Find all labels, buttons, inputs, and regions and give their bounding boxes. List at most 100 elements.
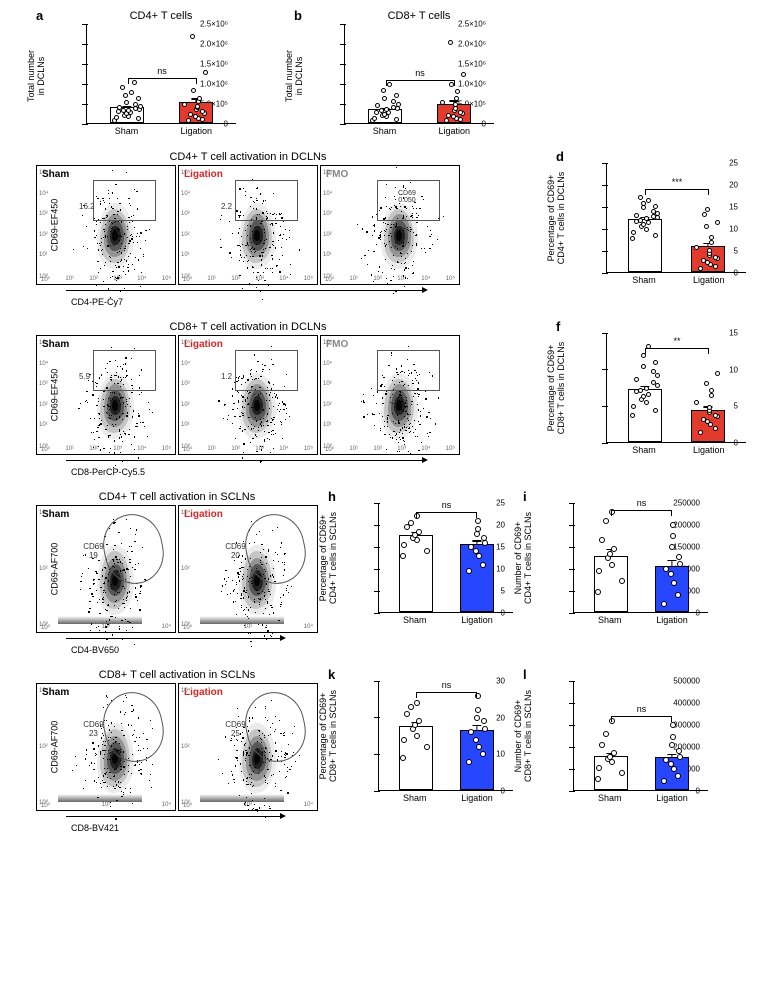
gate-value: 1.2 (221, 372, 232, 381)
data-point (408, 520, 414, 526)
data-point (596, 568, 602, 574)
x-category-label: Ligation (439, 126, 469, 136)
significance-bracket (611, 510, 673, 516)
data-point (416, 718, 422, 724)
data-point (670, 522, 676, 528)
data-point (661, 778, 667, 784)
data-point (475, 707, 481, 713)
flow-plot: Ligation10⁵10⁴10³10²10¹10⁰10⁰10¹10²10³10… (178, 165, 318, 285)
flow-plot: Ligation10⁵10⁴10³10²10¹10⁰10⁰10¹10²10³10… (178, 335, 318, 455)
flow-e: CD8+ T cell activation in DCLNsSham10⁵10… (36, 321, 460, 477)
gate-rect (235, 180, 298, 221)
data-point (646, 392, 651, 397)
panel-k: k 0102030nsShamLigationPercentage of CD6… (330, 669, 513, 833)
data-point (482, 726, 488, 732)
barchart-b: CD8+ T cells05.0×10⁵1.0×10⁶1.5×10⁶2.0×10… (296, 10, 494, 137)
data-point (713, 255, 718, 260)
data-point (400, 755, 406, 761)
data-point (372, 116, 377, 121)
data-point (126, 108, 131, 113)
data-point (191, 88, 196, 93)
plot-area: 0510152025ns (378, 503, 513, 613)
panel-f: f 051015**ShamLigationPercentage of CD69… (558, 321, 756, 477)
data-point (466, 759, 472, 765)
significance-bracket (416, 692, 478, 698)
data-point (634, 213, 639, 218)
data-point (653, 233, 658, 238)
data-point (669, 544, 675, 550)
data-point (630, 236, 635, 241)
x-axis-label: CD4-PE-Cy7 (71, 297, 460, 307)
barchart-f: 051015**ShamLigationPercentage of CD69+C… (558, 333, 746, 456)
panel-a: a CD4+ T cells05.0×10⁵1.0×10⁶1.5×10⁶2.0×… (38, 10, 236, 137)
data-point (136, 116, 141, 121)
significance-label: ns (442, 500, 452, 510)
data-point (704, 381, 709, 386)
data-point (646, 220, 651, 225)
barchart-k: 0102030nsShamLigationPercentage of CD69+… (330, 681, 513, 804)
plot-area: 05.0×10⁵1.0×10⁶1.5×10⁶2.0×10⁶2.5×10⁶ns (344, 24, 494, 124)
data-point (670, 734, 676, 740)
data-point (182, 102, 187, 107)
barchart-d: 0510152025***ShamLigationPercentage of C… (558, 163, 746, 286)
panel-b: b CD8+ T cells05.0×10⁵1.0×10⁶1.5×10⁶2.0×… (296, 10, 494, 137)
data-point (440, 100, 445, 105)
x-category-label: Ligation (656, 793, 686, 803)
data-point (705, 260, 710, 265)
panel-h: h 0510152025nsShamLigationPercentage of … (330, 491, 513, 655)
plot-area: 05.0×10⁵1.0×10⁶1.5×10⁶2.0×10⁶2.5×10⁶ns (86, 24, 236, 124)
data-point (401, 542, 407, 548)
data-point (480, 751, 486, 757)
flow-plot: Sham10⁴10²10⁰10⁰10²10⁴CD6923CD69-AF700 (36, 683, 176, 811)
data-point (638, 218, 643, 223)
data-point (603, 518, 609, 524)
data-point (611, 546, 617, 552)
panel-j: j CD8+ T cell activation in SCLNsSham10⁴… (8, 669, 318, 833)
x-category-label: Ligation (181, 126, 211, 136)
x-category-label: Ligation (693, 445, 723, 455)
flow-title: CD8+ T cell activation in DCLNs (36, 321, 460, 333)
data-point (599, 537, 605, 543)
data-point (603, 731, 609, 737)
data-point (677, 754, 683, 760)
y-axis-label: CD69-AF700 (49, 543, 59, 596)
data-point (120, 85, 125, 90)
data-point (599, 742, 605, 748)
significance-bracket (386, 80, 455, 86)
data-point (476, 744, 482, 750)
panel-c: c CD4+ T cell activation in DCLNsSham10⁵… (8, 151, 460, 307)
x-category-label: Ligation (461, 615, 491, 625)
significance-bracket (128, 78, 197, 84)
gate-value: 16.2 (79, 202, 95, 211)
data-point (195, 104, 200, 109)
data-point (200, 117, 205, 122)
data-point (448, 40, 453, 45)
data-point (715, 220, 720, 225)
significance-bracket (645, 348, 709, 354)
data-point (382, 96, 387, 101)
data-point (454, 96, 459, 101)
x-axis-label: CD8-BV421 (71, 823, 318, 833)
data-point (197, 96, 202, 101)
data-point (475, 518, 481, 524)
flow-plot: FMO10⁵10⁴10³10²10¹10⁰10⁰10¹10²10³10⁴10⁵ (320, 335, 460, 455)
data-point (698, 266, 703, 271)
data-point (117, 105, 122, 110)
x-category-label: Sham (595, 615, 625, 625)
data-point (709, 240, 714, 245)
data-point (644, 227, 649, 232)
data-point (675, 773, 681, 779)
flow-c: CD4+ T cell activation in DCLNsSham10⁵10… (36, 151, 460, 307)
data-point (694, 400, 699, 405)
data-point (644, 386, 649, 391)
data-point (129, 90, 134, 95)
data-point (481, 535, 487, 541)
data-point (668, 571, 674, 577)
data-point (646, 198, 651, 203)
plot-area: 0102030ns (378, 681, 513, 791)
data-point (661, 601, 667, 607)
panel-d: d 0510152025***ShamLigationPercentage of… (558, 151, 756, 307)
data-point (186, 118, 191, 123)
data-point (638, 388, 643, 393)
barchart-l: 0100000200000300000400000500000nsShamLig… (525, 681, 708, 804)
